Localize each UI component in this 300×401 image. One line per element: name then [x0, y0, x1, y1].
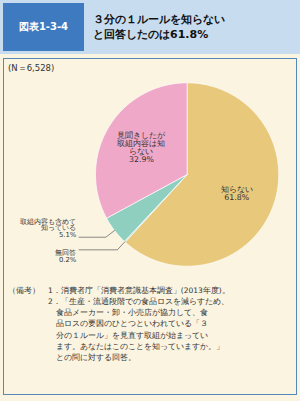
- html-text:（備考） 1．消費者庁「消費者意識基本調査」(2013年度): （備考） 1．消費者庁「消費者意識基本調査」(2013年度)。 2．「生産・流通…: [8, 285, 230, 363]
- html-text:(N＝6,528): (N＝6,528): [8, 63, 55, 73]
- svg-text:知らない61.8%: 知らない61.8%: [221, 185, 253, 202]
- html-text:図表1-3-4: 図表1-3-4: [18, 21, 69, 32]
- svg-text:取組内容も含めて知っている5.1%: 取組内容も含めて知っている5.1%: [20, 218, 76, 240]
- html-text:３分の１ルールを知らない と回答したのは61.8%: ３分の１ルールを知らない と回答したのは61.8%: [93, 12, 225, 41]
- svg-text:無回答0.2%: 無回答0.2%: [55, 249, 76, 264]
- svg-text:見聞きしたが取組内容は知らない32.9%: 見聞きしたが取組内容は知らない32.9%: [117, 131, 166, 164]
